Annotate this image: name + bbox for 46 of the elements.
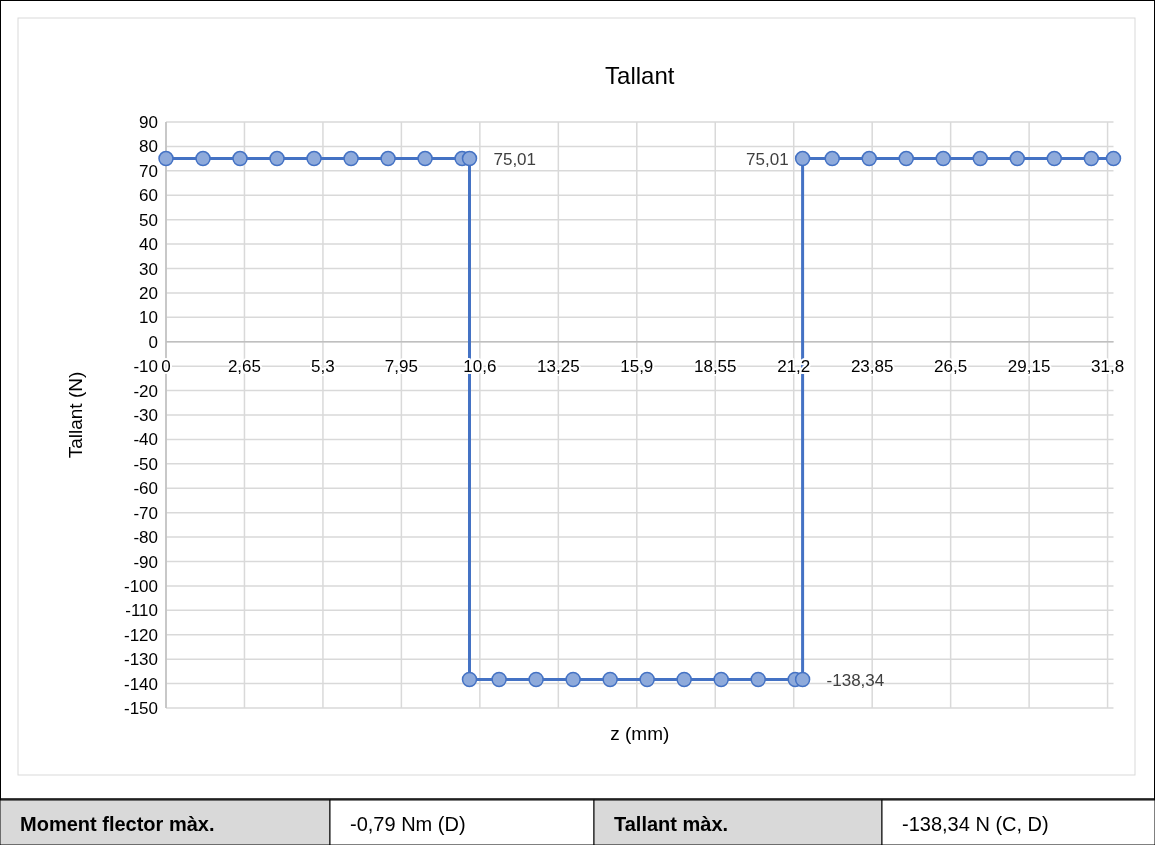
y-tick-label: 70 [139, 161, 158, 181]
y-tick-label: 60 [139, 186, 158, 206]
y-tick-label: -40 [133, 430, 158, 450]
y-axis-title: Tallant (N) [65, 371, 86, 459]
y-tick-label: 40 [139, 235, 158, 255]
y-tick-label: -100 [123, 576, 158, 596]
text: Moment flector màx. [20, 813, 215, 835]
text: -138,34 N (C, D) [902, 813, 1049, 835]
y-tick-label: -70 [133, 503, 158, 523]
y-tick-label: -60 [133, 479, 158, 499]
y-tick-label: -80 [133, 528, 158, 548]
y-tick-label: -140 [123, 674, 158, 694]
x-tick-label: 0 [161, 356, 171, 376]
y-tick-label: -10 [133, 357, 158, 377]
y-tick-label: -90 [133, 552, 158, 572]
y-tick-label: 10 [139, 308, 158, 328]
data-label: -138,34 [826, 670, 885, 690]
x-tick-label: 13,25 [537, 356, 580, 376]
y-tick-label: -120 [123, 625, 158, 645]
chart-title: Tallant [605, 62, 675, 89]
x-tick-label: 7,95 [384, 356, 418, 376]
x-tick-label: 26,5 [934, 356, 968, 376]
data-label: 75,01 [493, 149, 537, 169]
x-tick-label: 2,65 [227, 356, 262, 376]
y-tick-label: -20 [133, 381, 158, 401]
y-tick-label: 20 [139, 283, 158, 303]
x-tick-label: 31,8 [1091, 356, 1125, 376]
x-axis-title: z (mm) [610, 723, 670, 744]
y-tick-label: -130 [123, 650, 158, 670]
y-tick-label: -110 [125, 601, 158, 621]
y-tick-label: 0 [148, 332, 158, 352]
data-label: 75,01 [746, 149, 789, 169]
y-tick-label: 50 [139, 210, 158, 230]
y-tick-label: -30 [133, 406, 158, 425]
x-tick-label: 15,9 [620, 356, 654, 376]
x-tick-label: 18,55 [693, 356, 737, 376]
y-tick-label: -150 [123, 699, 158, 718]
x-tick-label: 23,85 [850, 356, 894, 376]
y-tick-label: -50 [133, 454, 158, 474]
x-tick-label: 29,15 [1007, 356, 1051, 376]
y-tick-label: 90 [139, 113, 158, 132]
x-tick-label: 5,3 [311, 356, 335, 376]
text: -0,79 Nm (D) [350, 813, 466, 835]
y-tick-label: 80 [139, 137, 158, 157]
text: Tallant màx. [614, 813, 729, 835]
y-tick-label: 30 [139, 259, 158, 279]
